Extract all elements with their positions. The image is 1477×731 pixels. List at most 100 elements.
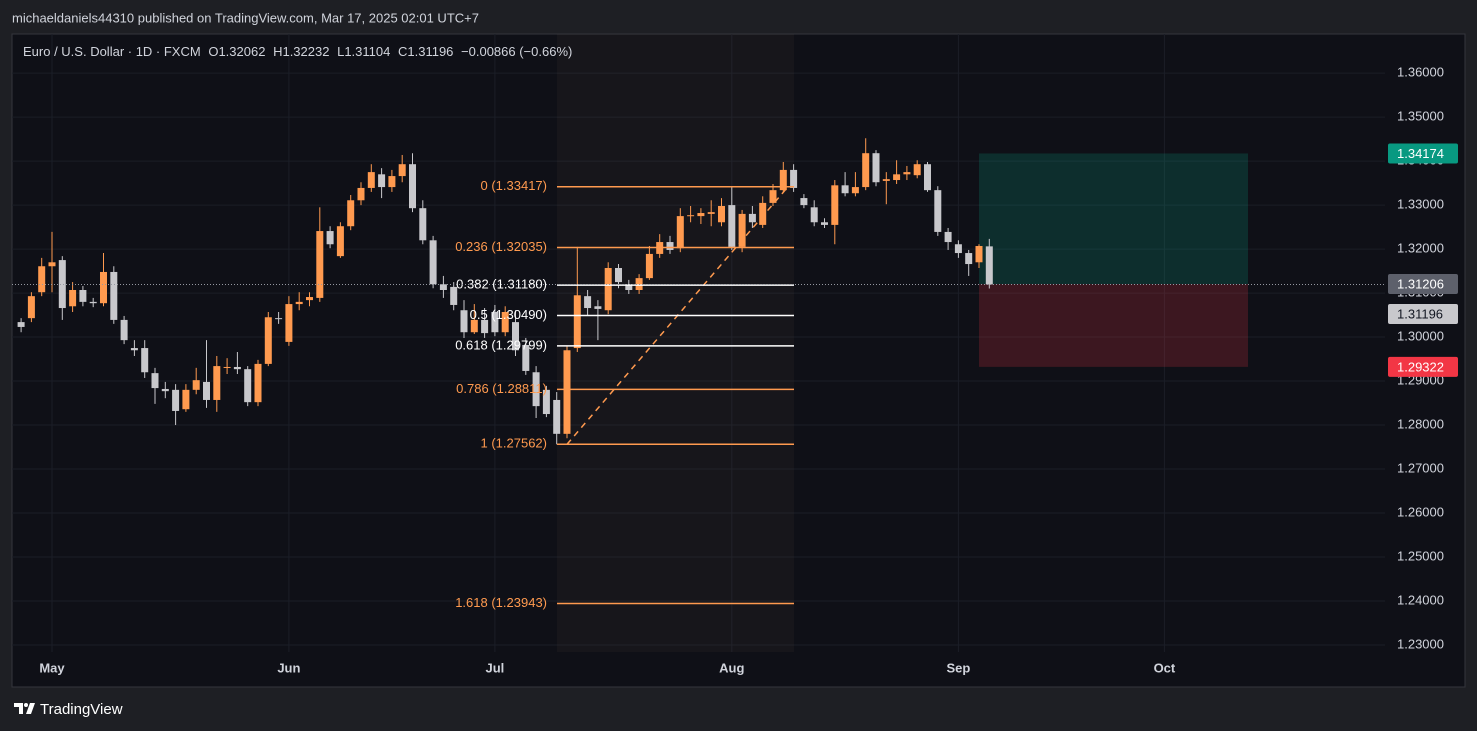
candle-body (718, 205, 725, 223)
candle-body (213, 366, 221, 400)
candle-body (398, 164, 406, 177)
candle-body (687, 215, 695, 217)
ohlc-letter: C (398, 44, 407, 59)
x-tick-label: Oct (1154, 660, 1176, 675)
ohlc-letter: L (337, 44, 344, 59)
ohlc-value: 1.31196 (407, 44, 453, 59)
candle-body (151, 373, 159, 389)
candle-body (985, 246, 993, 285)
candle-body (707, 212, 715, 214)
price-label-bg (1388, 356, 1458, 377)
candle-body (161, 388, 169, 392)
candle-body (769, 190, 777, 203)
ohlc-value: 1.31104 (344, 44, 390, 59)
logo-mark (14, 703, 35, 714)
candle-body (862, 153, 870, 188)
candle-body (615, 268, 622, 283)
candle-body (89, 301, 97, 304)
candle-body (367, 172, 375, 188)
candle-body (831, 185, 839, 225)
candle-body (594, 306, 602, 309)
ohlc-value: 1.32232 (282, 44, 329, 59)
candle-body (409, 164, 416, 209)
candle-body (203, 381, 210, 400)
candle-body (934, 190, 942, 232)
price-label: 1.31196 (1397, 306, 1443, 321)
y-tick-label: 1.35000 (1397, 109, 1444, 124)
loss-zone (979, 284, 1248, 367)
candle-body (38, 266, 46, 293)
price-label: 1.29322 (1397, 359, 1444, 374)
y-tick-label: 1.28000 (1397, 416, 1444, 431)
candle-body (388, 176, 396, 188)
candle-body (100, 271, 107, 304)
y-tick-label: 1.30000 (1397, 328, 1444, 343)
candle-body (470, 319, 478, 333)
ohlc-letter: H (273, 44, 282, 59)
candle-body (821, 222, 828, 225)
candle-body (790, 169, 798, 188)
candle-body (810, 207, 818, 223)
candle-body (264, 317, 272, 364)
candle-body (954, 244, 962, 254)
candle-body (512, 322, 519, 351)
candle-body (481, 319, 489, 334)
candle-body (738, 213, 746, 247)
candle-body (584, 296, 592, 309)
ohlc-value: 1.32062 (218, 44, 265, 59)
attribution: michaeldaniels44310 published on Trading… (12, 10, 479, 25)
y-tick-label: 1.23000 (1397, 636, 1444, 651)
candle-body (336, 226, 344, 257)
candle-body (439, 284, 447, 290)
candle-body (429, 240, 437, 285)
x-tick-label: Sep (946, 660, 970, 675)
candle-body (69, 289, 77, 307)
candle-body (779, 169, 787, 191)
candle-body (110, 271, 118, 320)
y-tick-label: 1.32000 (1397, 241, 1444, 256)
fib-label: 1.618 (1.23943) (455, 595, 547, 610)
candle-body (275, 318, 283, 320)
candle-body (553, 399, 561, 434)
candle-body (120, 319, 128, 341)
fib-label: 0.236 (1.32035) (455, 239, 547, 254)
candle-body (450, 286, 458, 305)
x-tick-label: Jul (486, 660, 505, 675)
change: −0.00866 (−0.66%) (461, 44, 572, 59)
candle-body (347, 200, 355, 227)
candle-body (17, 322, 25, 327)
candle-body (491, 311, 499, 333)
candle-body (759, 202, 767, 225)
candle-body (841, 185, 849, 194)
candle-body (306, 297, 313, 301)
candle-body (316, 231, 324, 298)
candle-body (872, 153, 880, 183)
x-tick-label: Aug (719, 660, 744, 675)
candle-body (748, 213, 756, 223)
candle-body (501, 311, 509, 333)
candle-body (182, 389, 190, 410)
x-tick-label: May (39, 660, 65, 675)
candle-body (460, 310, 468, 333)
candle-body (676, 216, 684, 249)
legend: Euro / U.S. Dollar · 1D · FXCM O1.32062 … (23, 44, 572, 59)
profit-zone (979, 153, 1248, 285)
candle-body (285, 304, 293, 342)
candle-body (882, 179, 890, 181)
candle-body (79, 289, 87, 302)
fib-label: 1 (1.27562) (481, 436, 548, 451)
y-tick-label: 1.24000 (1397, 592, 1444, 607)
price-label: 1.31206 (1397, 276, 1444, 291)
candle-body (295, 301, 303, 305)
chart-panel (11, 33, 1466, 688)
logo-dot (24, 703, 28, 707)
candle-body (223, 366, 231, 368)
candle-body (522, 344, 530, 371)
ohlc-letter: O (208, 44, 218, 59)
candle-body (666, 242, 674, 250)
candle-body (604, 268, 612, 311)
y-tick-label: 1.26000 (1397, 504, 1444, 519)
candle-body (893, 174, 901, 181)
brand: TradingView (40, 701, 123, 718)
symbol: Euro / U.S. Dollar · 1D · FXCM (23, 44, 201, 59)
